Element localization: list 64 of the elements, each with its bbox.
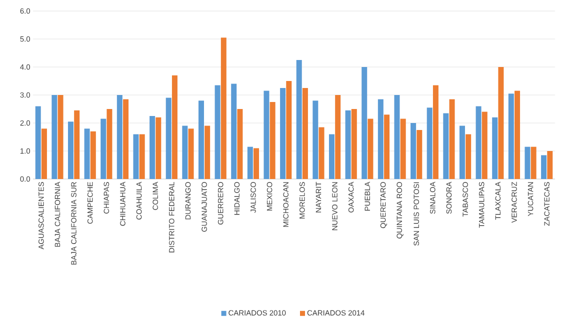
bar [133,134,139,179]
bar [384,114,390,179]
bar [84,128,90,179]
bar [214,85,220,179]
bar [312,100,318,179]
bar [74,110,80,179]
bar [466,134,472,179]
bar [156,117,162,179]
bar [139,134,145,179]
bar [351,109,357,179]
bar [166,98,172,179]
bar [482,112,488,179]
bar [100,118,106,179]
bar [116,95,122,179]
bar [264,90,270,179]
bar [335,95,341,179]
bar [220,38,226,179]
bar [328,134,334,179]
bar [508,94,514,179]
bar [476,106,482,179]
bar [492,117,498,179]
bar [514,90,520,179]
bar [58,95,64,179]
bar [52,95,58,179]
bar [345,110,351,179]
bar [172,75,178,179]
bar [182,126,188,179]
bar [416,130,422,179]
bar [432,85,438,179]
bar [123,99,129,179]
bar [247,146,253,179]
bar [318,127,324,179]
bar [296,60,302,179]
bar [530,146,536,179]
bar [541,155,547,179]
bar [362,67,368,179]
bar [400,118,406,179]
bar [547,151,553,179]
bar [204,126,210,179]
bar [286,81,292,179]
bar [35,106,41,179]
bar [394,95,400,179]
bar [254,148,260,179]
bar [280,88,286,179]
bar [90,131,96,179]
bar [410,123,416,179]
bar [41,128,47,179]
bar [302,88,308,179]
bar [106,109,112,179]
bar [378,99,384,179]
bar [443,113,449,179]
bar [459,126,465,179]
bar [270,102,276,179]
bar [524,146,530,179]
bar [188,128,194,179]
bar [150,116,156,179]
bar [498,67,504,179]
bar [231,84,237,179]
bar [426,108,432,179]
bar [449,99,455,179]
bar [368,118,374,179]
bar [198,100,204,179]
bar [237,109,243,179]
bar [68,122,74,179]
